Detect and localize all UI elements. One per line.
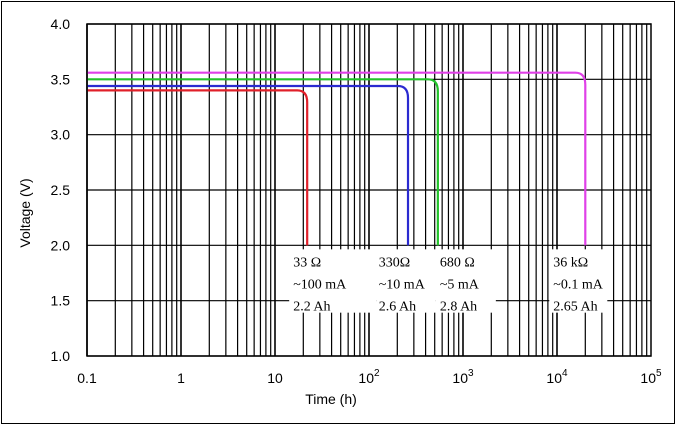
- x-tick-label: 1: [177, 370, 185, 386]
- annotation-backgrounds: [289, 249, 608, 313]
- annotation-line: ~100 mA: [293, 277, 347, 292]
- plot-area-border: [86, 23, 652, 357]
- annotation-line: 2.8 Ah: [440, 299, 477, 314]
- plot-border: [86, 23, 652, 357]
- annotation-background: [289, 249, 377, 313]
- annotations: 33 Ω ~100 mA 2.2 Ah 330Ω ~10 mA 2.6 Ah 680 Ω ~5…: [293, 255, 604, 314]
- x-tick-labels: 0.1 1 10 102 103 104 105: [77, 368, 662, 386]
- y-tick-label: 2.0: [51, 237, 71, 253]
- x-tick-label: 102: [358, 368, 380, 386]
- y-tick-label: 1.5: [51, 293, 71, 309]
- annotation-line: 33 Ω: [293, 255, 321, 270]
- series-line-1: [87, 89, 309, 246]
- annotation-line: 36 kΩ: [553, 255, 588, 270]
- x-tick-label: 0.1: [77, 370, 97, 386]
- annotation-line: 2.6 Ah: [379, 299, 416, 314]
- x-tick-label: 103: [452, 368, 474, 386]
- x-tick-label: 105: [640, 368, 662, 386]
- series-line-3: [87, 78, 439, 246]
- series-line-4: [87, 71, 587, 246]
- y-tick-label: 2.5: [51, 182, 71, 198]
- annotation-line: ~5 mA: [440, 277, 480, 292]
- y-tick-label: 3.0: [51, 127, 71, 143]
- y-tick-label: 1.0: [51, 348, 71, 364]
- y-axis-label: Voltage (V): [17, 178, 33, 247]
- x-tick-label: 104: [546, 368, 568, 386]
- annotation-line: 2.65 Ah: [553, 299, 597, 314]
- y-tick-label: 3.5: [51, 71, 71, 87]
- annotation-line: 680 Ω: [440, 255, 475, 270]
- annotation-line: 330Ω: [379, 255, 410, 270]
- annotation-background: [435, 249, 496, 313]
- series-line-2: [87, 84, 410, 246]
- annotation-background: [376, 249, 436, 313]
- annotation-line: 2.2 Ah: [293, 299, 330, 314]
- annotation-line: ~10 mA: [379, 277, 426, 292]
- x-axis-label: Time (h): [305, 391, 357, 407]
- annotation-background: [549, 249, 608, 313]
- y-tick-label: 4.0: [51, 16, 71, 32]
- annotation-line: ~0.1 mA: [553, 277, 603, 292]
- y-tick-labels: 1.0 1.5 2.0 2.5 3.0 3.5 4.0: [51, 16, 71, 364]
- x-tick-label: 10: [267, 370, 283, 386]
- series-lines: [87, 71, 587, 246]
